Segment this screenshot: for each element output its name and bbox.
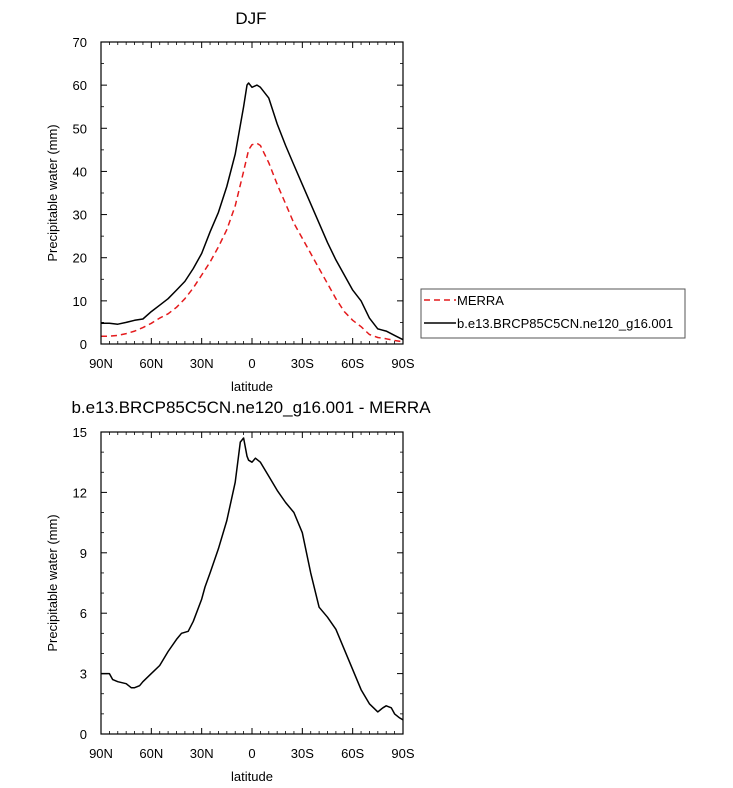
x-tick-label: 60N <box>139 746 163 761</box>
legend-label-model: b.e13.BRCP85C5CN.ne120_g16.001 <box>457 316 673 331</box>
x-tick-label: 90S <box>391 746 414 761</box>
x-tick-label: 0 <box>248 356 255 371</box>
y-tick-label: 30 <box>73 208 87 223</box>
y-tick-label: 50 <box>73 121 87 136</box>
legend-box <box>420 288 686 339</box>
series-line-1 <box>101 82 404 341</box>
series-line-0 <box>101 437 404 721</box>
x-tick-label: 60S <box>341 746 364 761</box>
legend: MERRA b.e13.BRCP85C5CN.ne120_g16.001 <box>420 288 686 339</box>
x-axis-title: latitude <box>231 379 273 394</box>
y-tick-label: 40 <box>73 164 87 179</box>
chart-title: b.e13.BRCP85C5CN.ne120_g16.001 - MERRA <box>71 398 431 417</box>
x-tick-label: 30S <box>291 746 314 761</box>
x-tick-label: 60N <box>139 356 163 371</box>
y-tick-label: 0 <box>80 337 87 352</box>
y-tick-label: 15 <box>73 425 87 440</box>
plot-frame <box>100 431 404 735</box>
series-group <box>101 437 404 721</box>
y-tick-label: 60 <box>73 78 87 93</box>
x-tick-label: 90N <box>89 356 113 371</box>
y-axis-title: Precipitable water (mm) <box>45 514 60 651</box>
y-tick-label: 9 <box>80 546 87 561</box>
chart-title: DJF <box>235 9 266 28</box>
axes-group: 90N 60N 30N 0 30S 60S 90S 0 10 20 30 40 50 60 70 <box>73 35 415 371</box>
x-tick-label: 0 <box>248 746 255 761</box>
y-tick-label: 10 <box>73 294 87 309</box>
y-tick-label: 70 <box>73 35 87 50</box>
x-tick-label: 60S <box>341 356 364 371</box>
x-tick-label: 30S <box>291 356 314 371</box>
x-tick-label: 30N <box>190 356 214 371</box>
x-axis-title: latitude <box>231 769 273 784</box>
series-line-0 <box>101 142 404 343</box>
y-tick-label: 3 <box>80 667 87 682</box>
y-tick-label: 0 <box>80 727 87 742</box>
y-axis-title: Precipitable water (mm) <box>45 124 60 261</box>
y-tick-label: 12 <box>73 485 87 500</box>
panel-bottom: b.e13.BRCP85C5CN.ne120_g16.001 - MERRA 9… <box>45 398 431 784</box>
x-tick-label: 90S <box>391 356 414 371</box>
y-tick-label: 6 <box>80 606 87 621</box>
y-tick-label: 20 <box>73 251 87 266</box>
axes-group: 90N 60N 30N 0 30S 60S 90S 0 3 6 9 12 15 <box>73 425 415 761</box>
x-tick-label: 30N <box>190 746 214 761</box>
x-tick-label: 90N <box>89 746 113 761</box>
panel-top: DJF 90N 60N 30N 0 30S 60S 90S 0 10 20 30 40 50 60 70 l… <box>45 9 686 394</box>
series-group <box>101 82 404 343</box>
legend-label-merra: MERRA <box>457 293 504 308</box>
